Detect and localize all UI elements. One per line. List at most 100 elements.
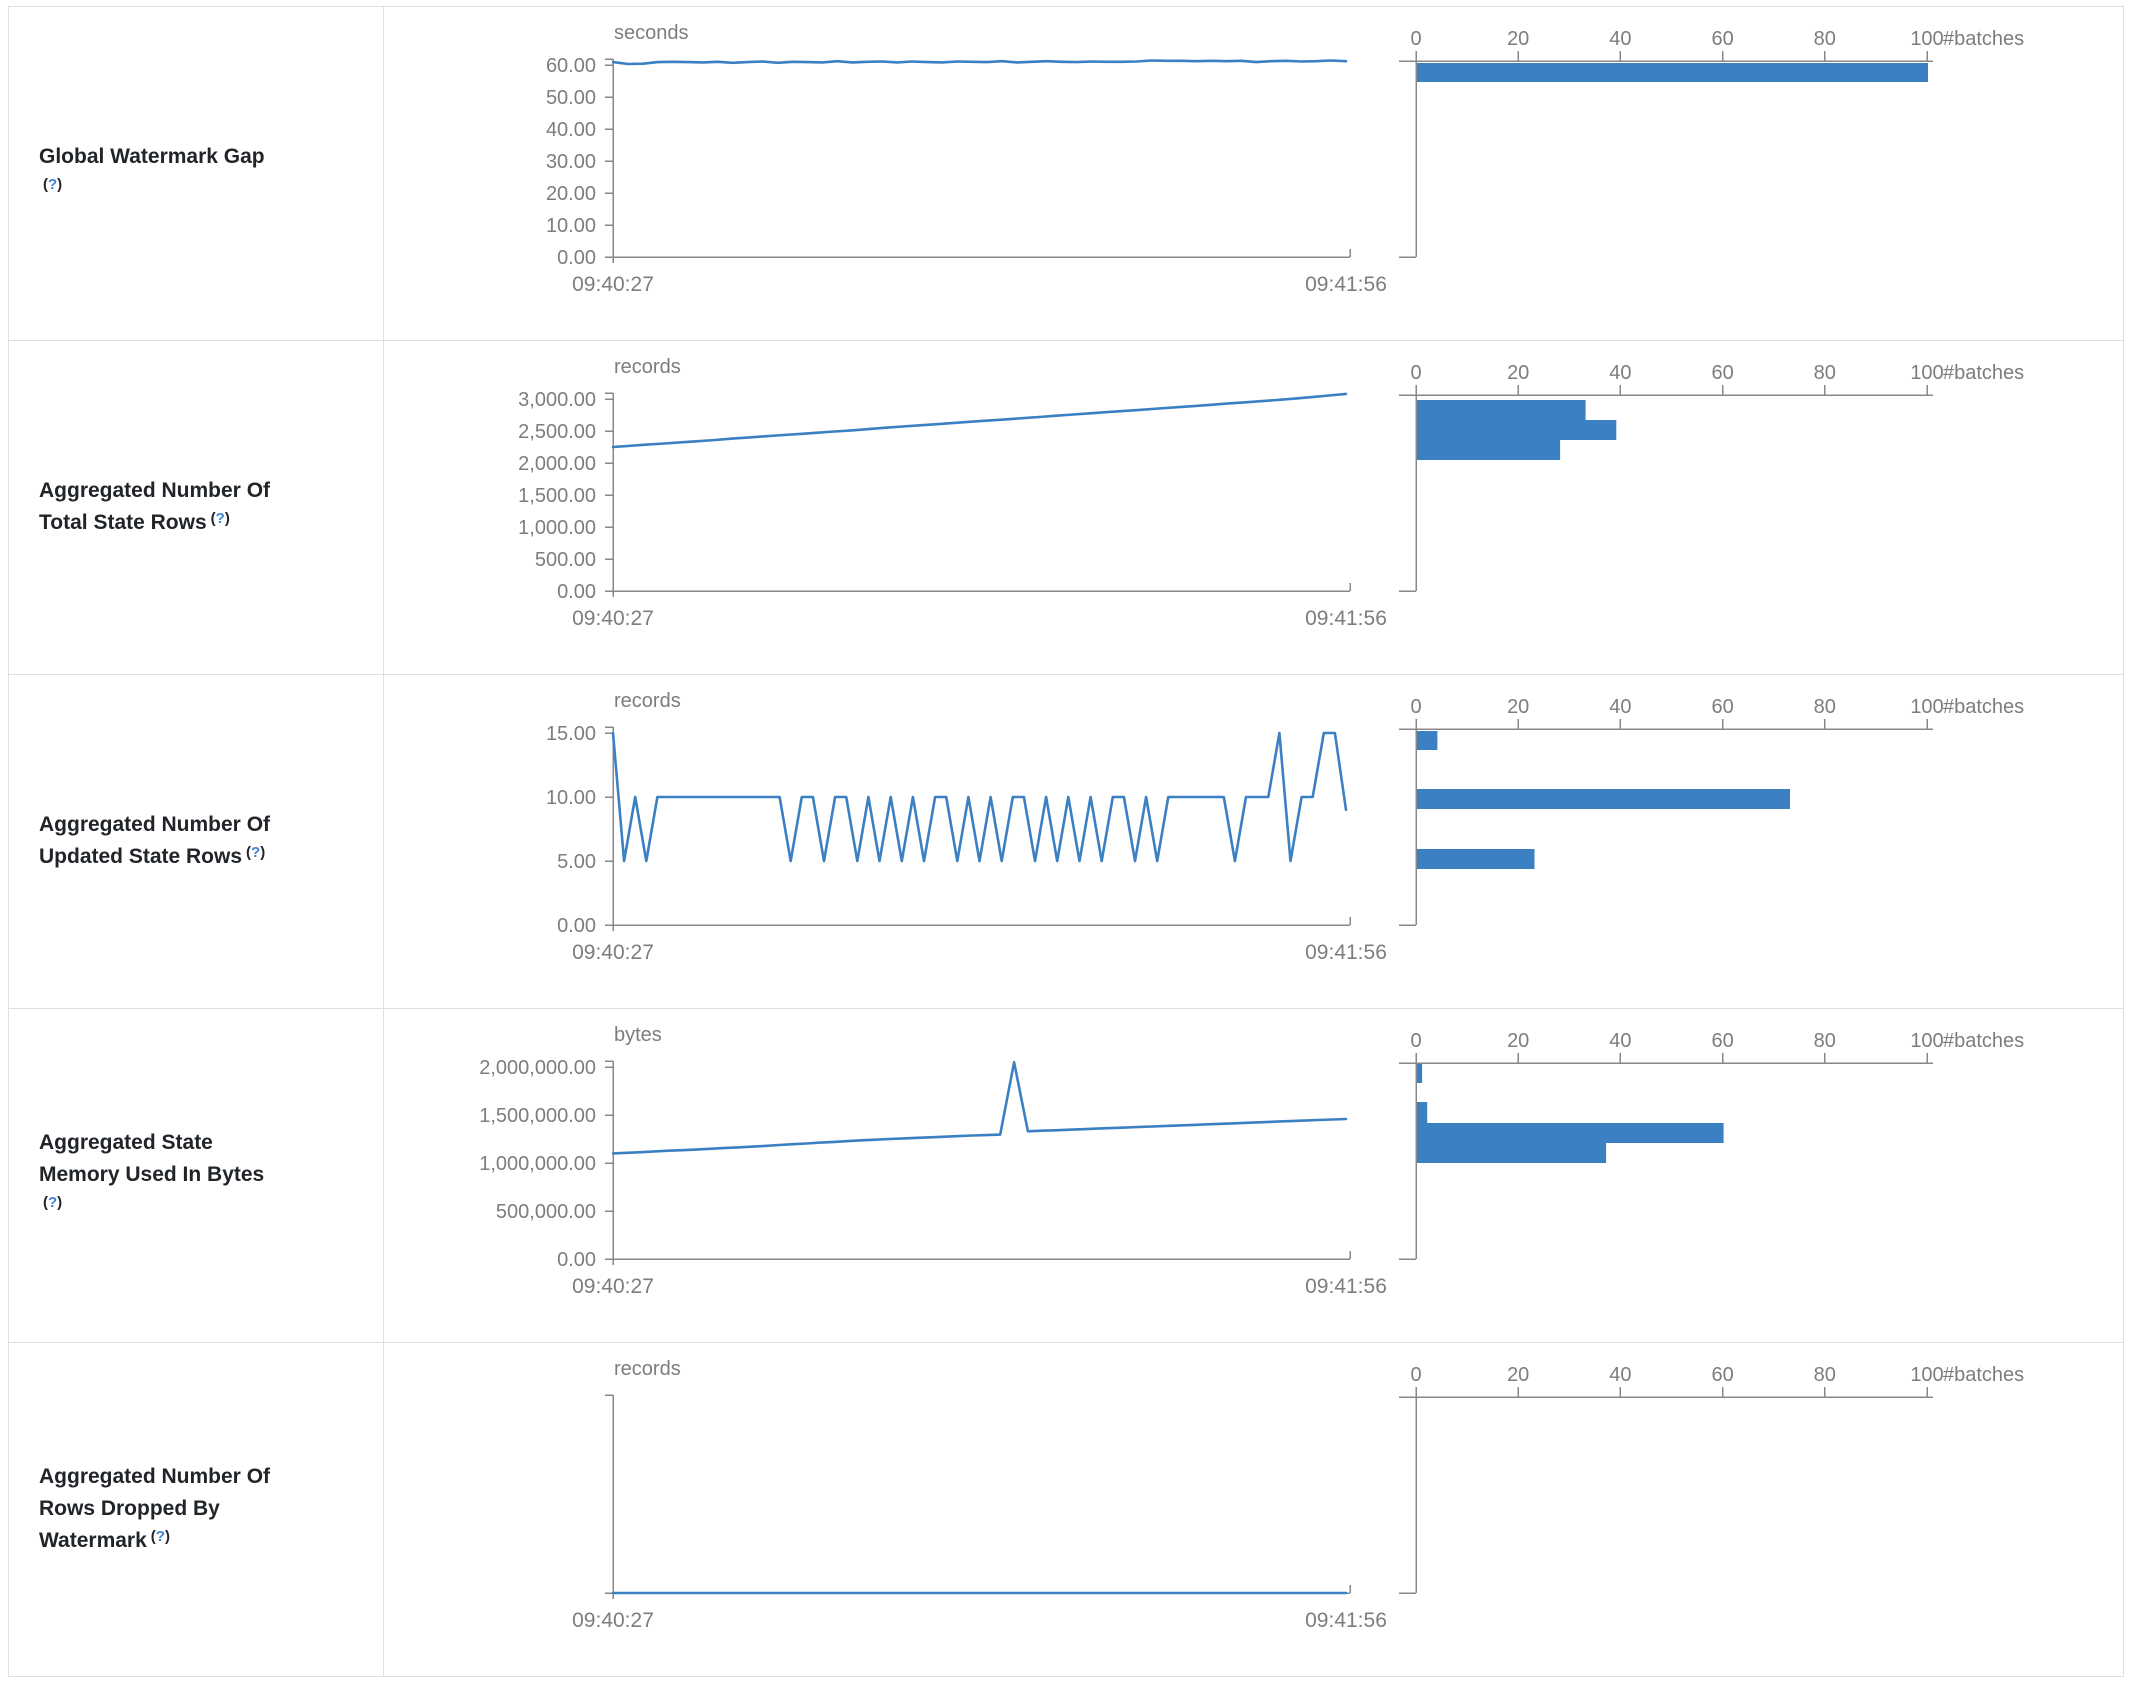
- histogram-axis-tick-label: 60: [1711, 1030, 1733, 1052]
- y-axis-tick-label: 20.00: [546, 183, 596, 205]
- x-axis-end-label: 09:41:56: [1305, 607, 1387, 630]
- metric-row: Aggregated State Memory Used In Bytes (?) b…: [9, 1008, 2123, 1342]
- help-tooltip: (?): [211, 510, 230, 527]
- timeline-chart: bytes 2,000,000.00 1,500,000.00 1,000,000.0…: [479, 1024, 1387, 1298]
- y-axis-tick-label: 0.00: [557, 915, 596, 937]
- help-tooltip: (?): [246, 844, 265, 861]
- charts-cell: bytes 2,000,000.00 1,500,000.00 1,000,000.0…: [384, 1009, 2123, 1342]
- metric-label-line: Updated State Rows (?): [39, 843, 266, 868]
- y-axis-tick-label: 3,000.00: [518, 389, 596, 411]
- metric-row: Aggregated Number Of Rows Dropped By Water…: [9, 1342, 2123, 1676]
- histogram-axis-tick-label: 60: [1711, 28, 1733, 50]
- y-axis-tick-label: 30.00: [546, 151, 596, 173]
- histogram-axis-tick-label: 0: [1410, 1364, 1421, 1386]
- metric-label-line: (?): [39, 173, 365, 207]
- histogram-axis-tick-label: 60: [1711, 696, 1733, 718]
- histogram-chart: 0 20 40 60 80 100 #batches: [1399, 362, 2024, 592]
- y-axis-tick-label: 1,000,000.00: [479, 1153, 596, 1175]
- charts-cell: records 3,000.00 2,500.00 2,000.00 1,500.00 1…: [384, 341, 2123, 674]
- metric-label-cell: Aggregated Number Of Updated State Rows (?…: [9, 675, 384, 1008]
- histogram-bar: [1417, 440, 1561, 460]
- histogram-bar: [1417, 63, 1928, 82]
- metric-label-cell: Aggregated Number Of Total State Rows (?): [9, 341, 384, 674]
- y-axis-tick-label: 2,000.00: [518, 453, 596, 475]
- help-paren-open: (: [246, 843, 252, 861]
- metric-charts-svg: records 09:40:27 09:41:56 0 20 40 60 80 100 #batc…: [572, 1358, 2024, 1632]
- histogram-bar: [1417, 420, 1617, 440]
- histogram-bar: [1417, 400, 1586, 420]
- help-paren-close: ): [260, 843, 266, 861]
- histogram-bar: [1417, 849, 1535, 869]
- histogram-axis-tick-label: 80: [1814, 28, 1836, 50]
- help-paren-open: (: [210, 509, 216, 527]
- histogram-axis-tick-label: 60: [1711, 1364, 1733, 1386]
- metric-label-line: Total State Rows (?): [39, 509, 230, 534]
- timeline-chart: records 09:40:27 09:41:56: [572, 1358, 1387, 1632]
- y-axis-tick-label: 5.00: [557, 851, 596, 873]
- histogram-axis-unit-label: #batches: [1943, 1030, 2024, 1052]
- y-axis-tick-label: 500,000.00: [496, 1201, 596, 1223]
- metric-label-cell: Aggregated State Memory Used In Bytes (?): [9, 1009, 384, 1342]
- histogram-axis-unit-label: #batches: [1943, 28, 2024, 50]
- histogram-axis-tick-label: 80: [1814, 696, 1836, 718]
- help-question-link[interactable]: ?: [155, 1527, 165, 1545]
- histogram-axis-tick-label: 20: [1507, 1364, 1529, 1386]
- histogram-axis-unit-label: #batches: [1943, 362, 2024, 384]
- metric-timeline-line: [611, 392, 1348, 449]
- histogram-bar: [1417, 1064, 1423, 1083]
- x-axis-start-label: 09:40:27: [572, 607, 654, 630]
- timeline-chart: records 15.00 10.00 5.00 0.00 09:40:27 09:41:5…: [546, 690, 1387, 964]
- help-paren-close: ): [57, 175, 63, 193]
- help-paren-close: ): [224, 509, 230, 527]
- help-tooltip: (?): [43, 1194, 62, 1211]
- x-axis-start-label: 09:40:27: [572, 941, 654, 964]
- metric-row: Aggregated Number Of Total State Rows (?) r…: [9, 340, 2123, 674]
- help-tooltip: (?): [151, 1528, 170, 1545]
- metric-label-line: Memory Used In Bytes: [39, 1162, 265, 1186]
- y-axis-tick-label: 2,000,000.00: [479, 1057, 596, 1079]
- histogram-axis-tick-label: 40: [1609, 696, 1631, 718]
- chart-unit-label: bytes: [614, 1024, 662, 1046]
- x-axis-start-label: 09:40:27: [572, 1275, 654, 1298]
- metric-label-line: Global Watermark Gap: [39, 144, 265, 168]
- help-question-link[interactable]: ?: [48, 1193, 58, 1211]
- metric-row: Aggregated Number Of Updated State Rows (?…: [9, 674, 2123, 1008]
- metric-row: Global Watermark Gap (?) seconds 60.00 50.00…: [9, 7, 2123, 340]
- histogram-axis-tick-label: 20: [1507, 1030, 1529, 1052]
- metric-label-line: (?): [39, 1191, 365, 1225]
- charts-cell: records 09:40:27 09:41:56 0 20 40 60 80 100 #batc…: [384, 1343, 2123, 1676]
- histogram-axis-tick-label: 100: [1910, 1364, 1943, 1386]
- x-axis-end-label: 09:41:56: [1305, 1609, 1387, 1632]
- y-axis-tick-label: 0.00: [557, 1249, 596, 1271]
- help-question-link[interactable]: ?: [215, 509, 225, 527]
- metric-timeline-line: [611, 59, 1348, 66]
- charts-cell: seconds 60.00 50.00 40.00 30.00 20.00 10.00 0.0…: [384, 7, 2123, 340]
- x-axis-end-label: 09:41:56: [1305, 941, 1387, 964]
- histogram-axis-tick-label: 20: [1507, 696, 1529, 718]
- histogram-axis-tick-label: 20: [1507, 28, 1529, 50]
- y-axis-tick-label: 1,500.00: [518, 485, 596, 507]
- x-axis-start-label: 09:40:27: [572, 1609, 654, 1632]
- histogram-chart: 0 20 40 60 80 100 #batches: [1399, 1364, 2024, 1594]
- help-question-link[interactable]: ?: [251, 843, 261, 861]
- y-axis-tick-label: 500.00: [535, 549, 596, 571]
- x-axis-end-label: 09:41:56: [1305, 273, 1387, 296]
- histogram-chart: 0 20 40 60 80 100 #batches: [1399, 28, 2024, 258]
- help-question-link[interactable]: ?: [48, 175, 58, 193]
- metric-label-cell: Global Watermark Gap (?): [9, 7, 384, 340]
- charts-cell: records 15.00 10.00 5.00 0.00 09:40:27 09:41:5…: [384, 675, 2123, 1008]
- histogram-axis-tick-label: 80: [1814, 1364, 1836, 1386]
- histogram-axis-tick-label: 80: [1814, 1030, 1836, 1052]
- histogram-axis-tick-label: 0: [1410, 1030, 1421, 1052]
- metric-label-line: Aggregated State: [39, 1130, 213, 1154]
- histogram-axis-tick-label: 60: [1711, 362, 1733, 384]
- y-axis-tick-label: 1,000.00: [518, 517, 596, 539]
- help-tooltip: (?): [43, 176, 62, 193]
- help-paren-open: (: [43, 1193, 48, 1211]
- y-axis-tick-label: 50.00: [546, 87, 596, 109]
- metric-charts-svg: seconds 60.00 50.00 40.00 30.00 20.00 10.00 0.0…: [546, 22, 2024, 296]
- y-axis-tick-label: 40.00: [546, 119, 596, 141]
- metric-label-line: Aggregated Number Of: [39, 812, 271, 836]
- histogram-axis-tick-label: 0: [1410, 362, 1421, 384]
- metric-charts-svg: records 3,000.00 2,500.00 2,000.00 1,500.00 1…: [518, 356, 2024, 630]
